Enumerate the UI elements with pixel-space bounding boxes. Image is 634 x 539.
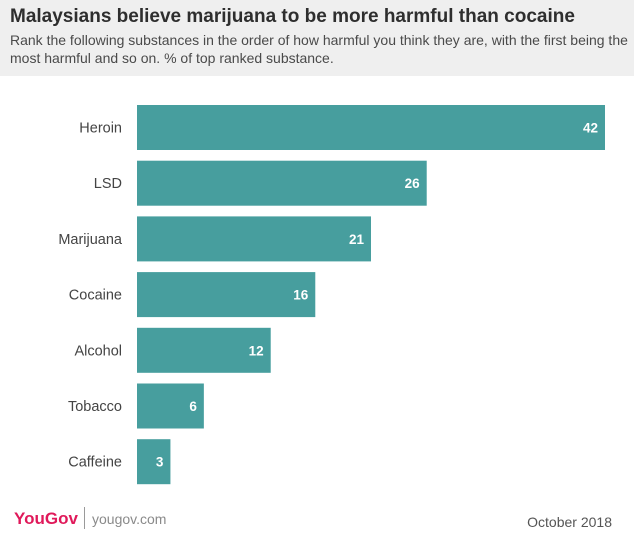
bar-cocaine	[137, 272, 316, 318]
bar-lsd	[137, 160, 427, 206]
footer-date: October 2018	[527, 514, 612, 530]
category-label-heroin: Heroin	[79, 121, 122, 137]
bar-chart: Heroin 42 LSD 26 Marijuana 21 Cocaine 16 Alcohol…	[58, 105, 605, 485]
yougov-logo: YouGov	[14, 509, 78, 528]
bar-caffeine	[137, 439, 171, 485]
bar-tobacco	[137, 383, 204, 429]
value-label-marijuana: 21	[349, 232, 365, 247]
category-label-cocaine: Cocaine	[69, 288, 122, 304]
footer-site-link[interactable]: yougov.com	[92, 511, 167, 527]
category-label-marijuana: Marijuana	[58, 232, 123, 248]
bar-heroin	[137, 105, 605, 150]
category-label-tobacco: Tobacco	[68, 399, 122, 415]
value-label-cocaine: 16	[293, 288, 309, 303]
bar-alcohol	[137, 327, 271, 373]
chart-subtitle: Rank the following substances in the ord…	[10, 32, 628, 66]
value-label-lsd: 26	[405, 176, 421, 191]
footer-divider	[84, 507, 85, 529]
bar-marijuana	[137, 216, 371, 262]
chart-title: Malaysians believe marijuana to be more …	[10, 6, 575, 27]
chart-header: Malaysians believe marijuana to be more …	[0, 0, 634, 76]
category-label-caffeine: Caffeine	[68, 455, 122, 471]
category-label-alcohol: Alcohol	[74, 343, 122, 359]
value-label-caffeine: 3	[156, 455, 164, 470]
value-label-tobacco: 6	[189, 399, 197, 414]
category-label-lsd: LSD	[94, 176, 122, 192]
value-label-heroin: 42	[583, 121, 598, 136]
value-label-alcohol: 12	[249, 343, 264, 358]
